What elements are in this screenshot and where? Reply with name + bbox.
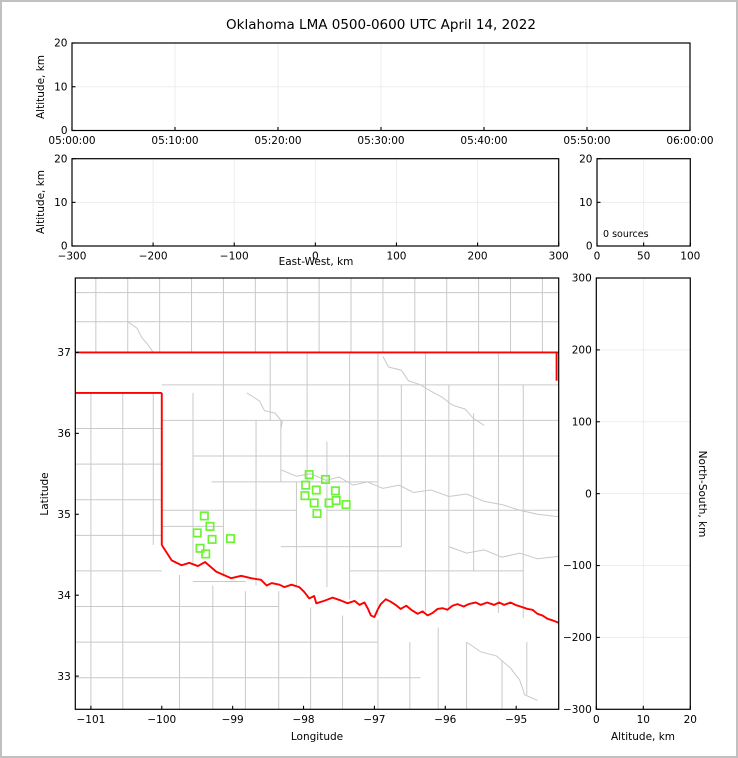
lma-station-marker [207,534,217,544]
ns-panel-xlabel: Altitude, km [610,731,676,743]
svg-text:10: 10 [54,197,67,209]
svg-text:−300: −300 [563,704,592,716]
svg-text:−98: −98 [292,714,314,726]
svg-text:−300: −300 [58,251,87,263]
lma-station-marker [205,521,215,531]
source_histogram-frame: 0 50 100 0 10 20 [579,153,700,262]
svg-text:200: 200 [572,345,592,357]
svg-text:0: 0 [594,251,601,263]
source_histogram-ticks: 0 50 100 0 10 20 [579,153,700,262]
source_histogram-gridlines [597,158,691,246]
source_histogram-axes [597,158,691,246]
north_south_height-axes [596,278,691,710]
lma-station-marker [225,534,236,544]
north_south_height-ticks: 0 10 20 300 200 100 0 −100 −200 −300 [563,273,697,726]
svg-text:35: 35 [57,509,70,521]
svg-text:100: 100 [386,251,406,263]
svg-text:0: 0 [585,488,592,500]
map-xlabel: Longitude [290,731,344,743]
svg-text:05:20:00: 05:20:00 [254,135,301,147]
lma-station-marker [300,491,310,501]
svg-text:−200: −200 [563,632,592,644]
svg-text:50: 50 [637,251,650,263]
east_west_height-ticks: −300 −200 −100 0 100 200 300 0 10 20 [54,153,569,262]
east_west_height-frame: −300 −200 −100 0 100 200 300 0 10 20 [54,153,569,262]
north_south_height-gridlines [596,278,691,710]
svg-text:05:40:00: 05:40:00 [460,135,507,147]
svg-text:0: 0 [586,241,593,253]
plan_view-ticks: −101 −100 −99 −98 −97 −96 −95 33 34 35 36 37 [57,347,527,726]
svg-text:−200: −200 [139,251,168,263]
red-river-border [160,544,559,624]
plan_view-frame: −101 −100 −99 −98 −97 −96 −95 33 34 35 36 37 [57,277,560,726]
svg-text:0: 0 [61,241,68,253]
svg-text:37: 37 [57,347,70,359]
svg-text:100: 100 [572,416,592,428]
east_west_height-gridlines [72,158,559,246]
lma-station-marker [324,498,334,508]
lma-station-marker [301,480,311,490]
svg-text:100: 100 [680,251,700,263]
lma-station-marker [309,498,319,508]
svg-text:−97: −97 [363,714,385,726]
svg-text:200: 200 [468,251,488,263]
ew-panel-ylabel: Altitude, km [35,169,47,235]
time_height-gridlines [72,43,690,131]
svg-text:33: 33 [57,671,70,683]
map-station-markers [192,470,351,559]
north_south_height-frame: 0 10 20 300 200 100 0 −100 −200 −300 [563,273,697,726]
svg-text:−99: −99 [222,714,244,726]
lma-station-marker [195,543,205,553]
svg-text:−95: −95 [505,714,527,726]
svg-text:0: 0 [593,714,600,726]
svg-text:20: 20 [684,714,697,726]
svg-text:−100: −100 [147,714,176,726]
time-panel-ylabel: Altitude, km [35,54,47,120]
svg-text:300: 300 [572,273,592,285]
svg-text:−100: −100 [563,560,592,572]
svg-text:10: 10 [579,197,592,209]
figure-title: Oklahoma LMA 0500-0600 UTC April 14, 202… [226,17,536,33]
time_height-frame: 05:00:00 05:10:00 05:20:00 05:30:00 05:40:00… [48,38,713,147]
map-content [75,278,559,710]
svg-text:05:00:00: 05:00:00 [48,135,95,147]
lma-station-marker [304,470,314,480]
svg-text:10: 10 [54,81,67,93]
ns-panel-right-ylabel: North-South, km [696,450,708,538]
svg-text:−100: −100 [220,251,249,263]
time_height-ticks: 05:00:00 05:10:00 05:20:00 05:30:00 05:40:00… [48,38,713,147]
source-count-annotation: 0 sources [603,229,649,240]
lma-station-marker [312,508,322,519]
svg-text:20: 20 [54,153,67,165]
map-county-lines [75,278,559,710]
svg-text:05:10:00: 05:10:00 [151,135,198,147]
lma-station-marker [330,486,340,496]
map-state-border [75,351,559,624]
svg-text:06:00:00: 06:00:00 [666,135,713,147]
svg-text:05:30:00: 05:30:00 [357,135,404,147]
svg-text:300: 300 [549,251,569,263]
lma-station-marker [192,528,202,538]
svg-text:−101: −101 [76,714,105,726]
svg-text:0: 0 [61,125,68,137]
svg-text:20: 20 [54,38,67,50]
svg-text:0: 0 [312,251,319,263]
ew-panel-xlabel: East-West, km [278,256,354,268]
svg-text:20: 20 [579,153,592,165]
svg-text:10: 10 [637,714,650,726]
lma-station-marker [320,474,331,485]
lma-station-marker [199,511,209,521]
time_height-axes [72,43,690,131]
svg-text:36: 36 [57,428,71,440]
svg-text:05:50:00: 05:50:00 [563,135,610,147]
svg-text:34: 34 [57,590,71,602]
lma-station-marker [311,485,321,495]
east_west_height-axes [72,158,559,246]
lma-station-marker [341,500,351,510]
svg-text:−96: −96 [434,714,456,726]
lma-station-marker [201,549,211,559]
map-ylabel: Latitude [39,472,51,516]
